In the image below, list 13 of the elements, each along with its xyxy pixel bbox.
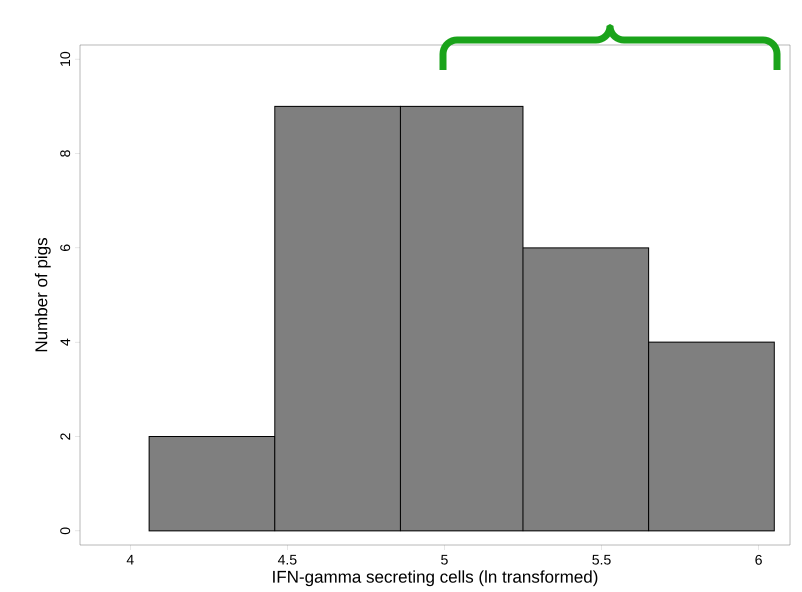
- y-tick-label: 4: [60, 338, 70, 346]
- x-axis-title: IFN-gamma secreting cells (ln transformed): [273, 570, 598, 586]
- x-tick-label: 4.5: [278, 554, 296, 565]
- y-tick-label: 2: [60, 433, 70, 440]
- y-tick-label: 8: [60, 150, 70, 157]
- y-axis-title: Number of pigs: [34, 238, 51, 352]
- x-tick-label: 4: [126, 554, 134, 564]
- x-tick-label: 6: [755, 554, 762, 565]
- x-tick-label: 5: [441, 554, 448, 565]
- y-tick-label: 0: [60, 528, 70, 534]
- y-tick-label: 10: [60, 52, 70, 66]
- y-tick-label: 6: [60, 244, 70, 251]
- x-tick-label: 5.5: [592, 554, 611, 565]
